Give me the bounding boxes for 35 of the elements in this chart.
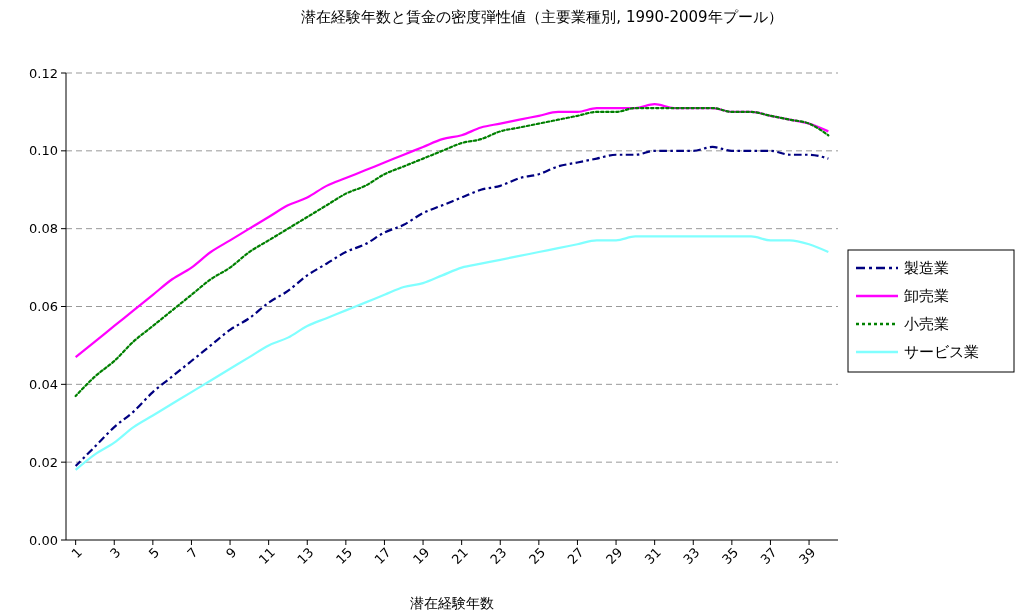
y-tick-label: 0.08: [29, 221, 58, 237]
x-tick-label: 31: [641, 544, 664, 568]
legend-label: サービス業: [904, 343, 979, 362]
x-tick-label: 1: [68, 544, 85, 562]
x-axis-title: 潜在経験年数: [410, 595, 494, 611]
y-tick-label: 0.12: [29, 65, 58, 81]
legend-label: 製造業: [904, 259, 949, 278]
x-tick-label: 37: [757, 544, 780, 568]
x-tick-label: 21: [448, 544, 471, 568]
x-tick-label: 5: [145, 544, 163, 562]
line-series: [74, 145, 830, 468]
x-tick-label: 39: [796, 544, 819, 568]
x-tick-label: 19: [410, 544, 433, 568]
x-tick-label: 15: [332, 544, 356, 568]
line-series: [74, 235, 830, 472]
x-tick-label: 27: [564, 544, 587, 568]
x-tick-label: 11: [255, 544, 278, 568]
x-tick-label: 13: [294, 544, 317, 568]
chart-title: 潜在経験年数と賃金の密度弾性値（主要業種別, 1990-2009年プール）: [301, 8, 783, 26]
x-tick-label: 29: [603, 544, 626, 568]
y-tick-label: 0.00: [29, 532, 58, 548]
legend-label: 卸売業: [904, 287, 949, 306]
x-tick-label: 7: [184, 544, 201, 562]
x-tick-label: 33: [680, 544, 703, 568]
y-tick-label: 0.02: [29, 454, 58, 470]
x-tick-label: 25: [525, 544, 549, 568]
x-tick-label: 23: [487, 544, 510, 568]
legend-label: 小売業: [904, 315, 949, 334]
x-tick-label: 9: [222, 544, 240, 562]
x-tick-label: 17: [371, 544, 394, 568]
y-tick-label: 0.10: [29, 143, 58, 159]
x-tick-label: 3: [107, 544, 124, 562]
y-tick-label: 0.04: [29, 376, 58, 392]
x-tick-label: 35: [718, 544, 742, 568]
y-tick-label: 0.06: [29, 299, 58, 315]
